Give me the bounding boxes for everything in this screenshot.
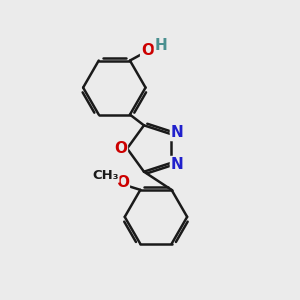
- Text: O: O: [141, 43, 154, 58]
- Text: O: O: [114, 141, 127, 156]
- Text: N: N: [171, 157, 184, 172]
- Text: O: O: [116, 175, 129, 190]
- Text: H: H: [155, 38, 167, 52]
- Text: CH₃: CH₃: [92, 169, 119, 182]
- Text: N: N: [171, 125, 184, 140]
